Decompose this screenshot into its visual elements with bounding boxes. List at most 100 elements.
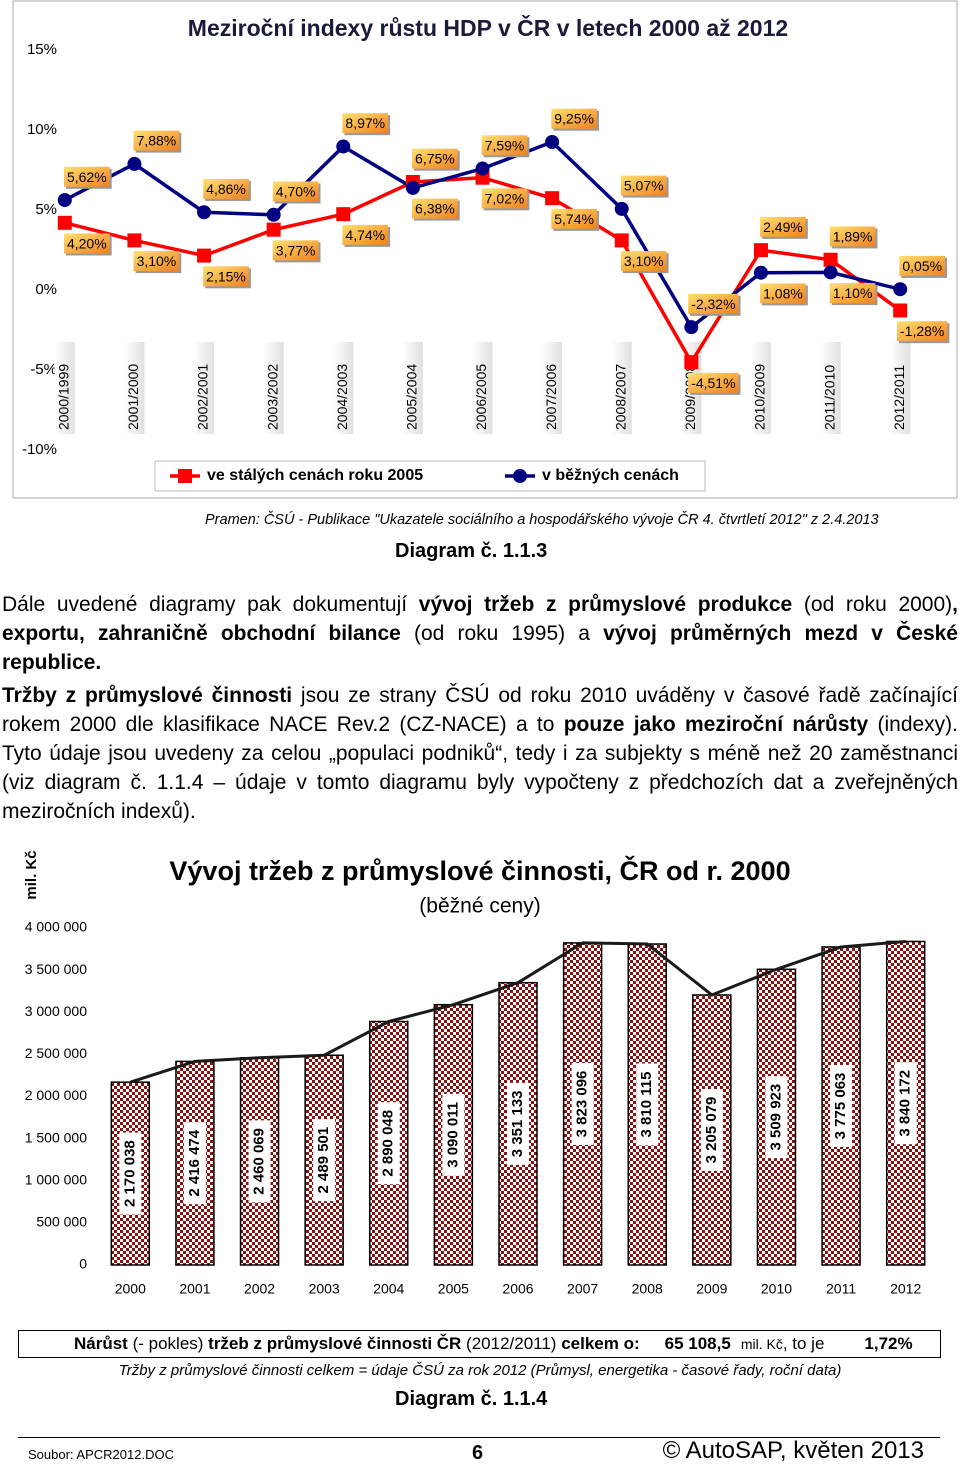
point-marker [614,201,629,216]
value-label: 1,08% [763,285,803,301]
point-marker [57,215,72,230]
value-label: 3 509 923 [767,1084,784,1151]
x-tick-label: 2010/2009 [752,364,768,430]
label-box [133,251,180,272]
category-box [542,342,563,434]
point-marker [684,355,699,370]
label-box [765,1076,788,1159]
x-tick-label: 2004/2003 [334,364,350,430]
label-box [342,113,389,134]
value-label: 2 460 069 [251,1128,268,1195]
point-marker [127,233,142,248]
text-run: pouze jako meziroční nárůsty [563,713,869,736]
legend-marker [513,469,527,483]
point-marker [545,135,560,149]
text-run: mil. Kč [740,1336,783,1352]
value-label: 3 351 133 [509,1090,526,1157]
value-label: -4,51% [691,375,735,391]
x-tick-label: 2004 [373,1281,404,1297]
value-label: 9,25% [554,111,594,127]
value-label: 5,74% [554,211,594,227]
category-box [611,342,632,434]
label-box [829,283,876,304]
value-label: 5,07% [624,178,664,194]
y-axis-label: mil. Kč [23,850,40,899]
value-label: 7,02% [485,190,525,206]
point-marker [266,207,281,222]
summary-box: Nárůst (- pokles) tržeb z průmyslové čin… [18,1330,941,1358]
label-box [183,1122,206,1205]
x-tick-label: 2012/2011 [891,365,907,430]
y-tick-label: 1 500 000 [25,1129,87,1145]
label-box [481,135,528,156]
label-box [377,1102,400,1185]
x-tick-label: 2005/2004 [404,364,420,430]
legend-label: ve stálých cenách roku 2005 [207,467,423,484]
paragraph: Dále uvedené diagramy pak dokumentují vý… [2,590,958,677]
y-tick-label: 1 000 000 [25,1171,87,1187]
label-box [700,1088,723,1171]
chart-title: Vývoj tržeb z průmyslové činnosti, ČR od… [169,855,790,886]
value-label: 3 840 172 [897,1070,914,1137]
point-marker [475,161,490,176]
value-label: 4,20% [67,236,107,252]
point-marker [614,233,629,248]
text-run: (2012/2011) [461,1334,562,1353]
x-tick-label: 2001 [179,1281,210,1297]
value-label: 6,75% [415,151,455,167]
value-label: 7,88% [137,133,177,149]
label-box [571,1062,594,1145]
text-run: jsou ze strany ČSÚ od roku 2010 uváděny … [2,684,959,736]
text-run: (indexy). Tyto údaje jsou uvedeny za cel… [2,713,959,823]
label-box [620,175,667,196]
value-label: 3 810 115 [638,1072,655,1138]
value-label: 3,77% [276,242,316,258]
source-note: Pramen: ČSÚ - Publikace "Ukazatele sociá… [205,512,879,528]
label-box [551,108,597,129]
legend-label: v běžných cenách [542,467,679,484]
point-marker [336,207,351,222]
bar [562,942,603,1266]
chart-subtitle: (běžné ceny) [419,895,540,918]
trend-line [129,939,906,1084]
point-marker [57,193,72,208]
value-label: 3 823 096 [574,1071,591,1138]
y-tick-label: 10% [27,121,57,138]
label-box [507,1082,529,1165]
x-tick-label: 2008 [632,1281,663,1297]
x-tick-label: 2002/2001 [195,364,211,430]
point-marker [545,191,560,206]
value-label: 1,89% [833,228,873,244]
x-tick-label: 2008/2007 [612,364,628,430]
text-run: tržeb z průmyslové činnosti ČR [208,1334,462,1353]
gdp-chart: Meziroční indexy růstu HDP v ČR v letech… [12,0,958,499]
label-box [412,198,458,219]
value-label: 0,05% [902,258,942,274]
value-label: 2,49% [763,219,803,235]
category-box [263,342,284,434]
label-box [894,1062,917,1145]
label-box [272,181,319,202]
text-run: (od roku 2000) [792,593,953,616]
x-tick-label: 2003 [309,1281,340,1297]
value-label: 4,70% [276,184,316,200]
diagram-caption: Diagram č. 1.1.4 [395,1388,548,1410]
point-marker [893,282,908,297]
y-tick-label: 4 000 000 [25,919,87,935]
x-tick-label: 2011 [826,1281,856,1297]
point-marker [127,156,142,171]
text-run: 1,72% [864,1334,913,1353]
point-marker [405,180,420,195]
sales-chart: Vývoj tržeb z průmyslové činnosti, ČR od… [23,850,926,1297]
label-box [688,293,739,314]
label-box [688,372,739,393]
category-box [820,342,841,434]
text-run: 65 108,5 [664,1334,731,1353]
text-run: , exportu, zahraničně obchodní bilance [2,593,959,645]
text-run: (od roku 1995) a [400,622,604,645]
label-box [412,148,458,169]
x-tick-label: 2006/2005 [473,364,489,430]
label-box [481,188,528,209]
x-tick-label: 2007/2006 [543,364,559,430]
